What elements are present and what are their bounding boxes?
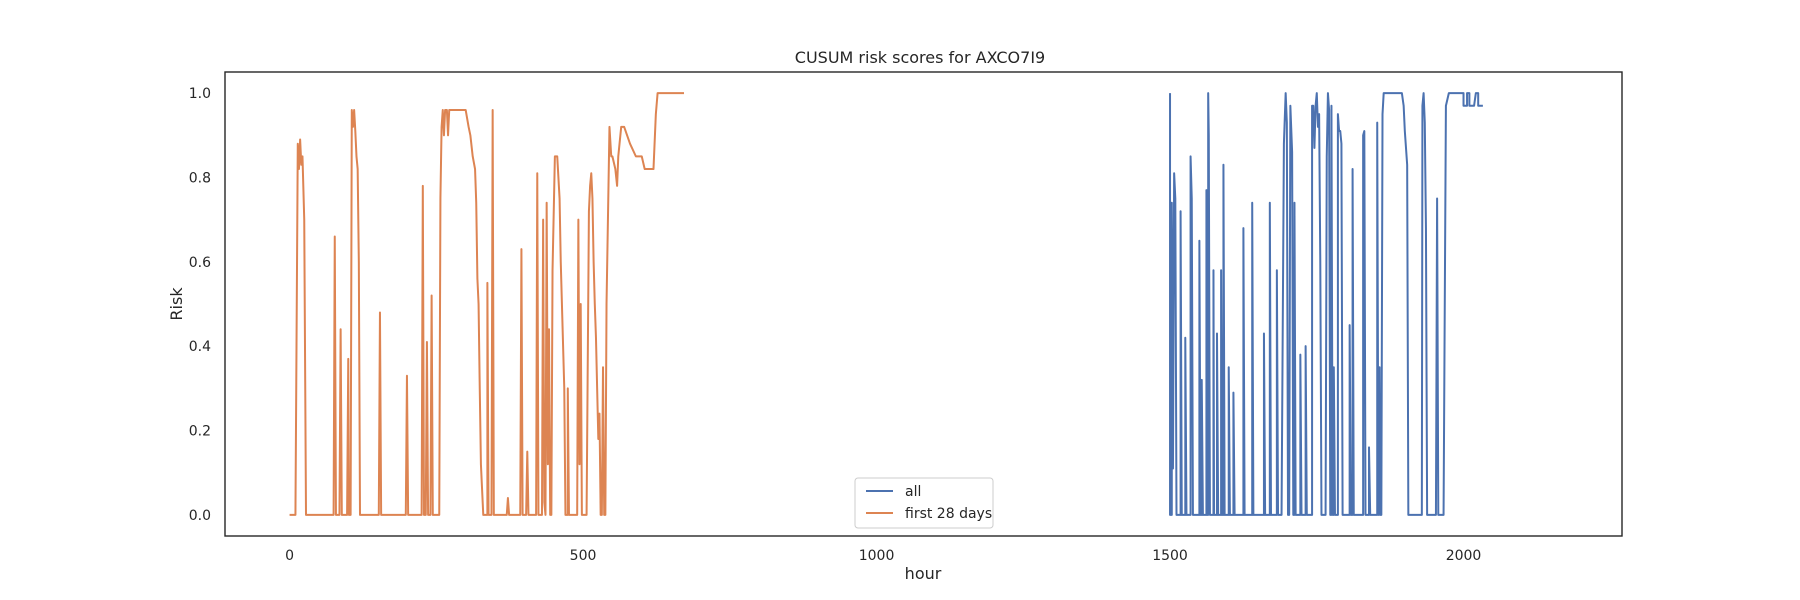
y-tick-label: 0.8 [189, 170, 211, 186]
legend-label-all: all [905, 484, 921, 500]
y-tick-label: 1.0 [189, 86, 211, 102]
series-lines [289, 92, 1484, 516]
x-tick-label: 1000 [859, 548, 895, 564]
x-tick-label: 0 [285, 548, 294, 564]
series-line-all [1169, 92, 1484, 516]
y-axis-label: Risk [167, 287, 186, 321]
chart-title: CUSUM risk scores for AXCO7I9 [795, 48, 1045, 67]
x-tick-label: 1500 [1152, 548, 1188, 564]
y-tick-label: 0.0 [189, 508, 211, 524]
x-axis-label: hour [905, 564, 942, 583]
plot-area [224, 71, 1623, 537]
x-tick-label: 500 [570, 548, 597, 564]
y-tick-label: 0.6 [189, 255, 211, 271]
x-axis-ticks: 0 500 1000 1500 2000 [285, 548, 1481, 564]
legend-label-first-28-days: first 28 days [905, 506, 992, 522]
x-tick-label: 2000 [1446, 548, 1482, 564]
y-axis-ticks: 0.0 0.2 0.4 0.6 0.8 1.0 [189, 86, 211, 524]
legend: all first 28 days [854, 477, 994, 529]
y-tick-label: 0.4 [189, 339, 211, 355]
y-tick-label: 0.2 [189, 424, 211, 440]
series-line-first-28-days [289, 92, 685, 516]
